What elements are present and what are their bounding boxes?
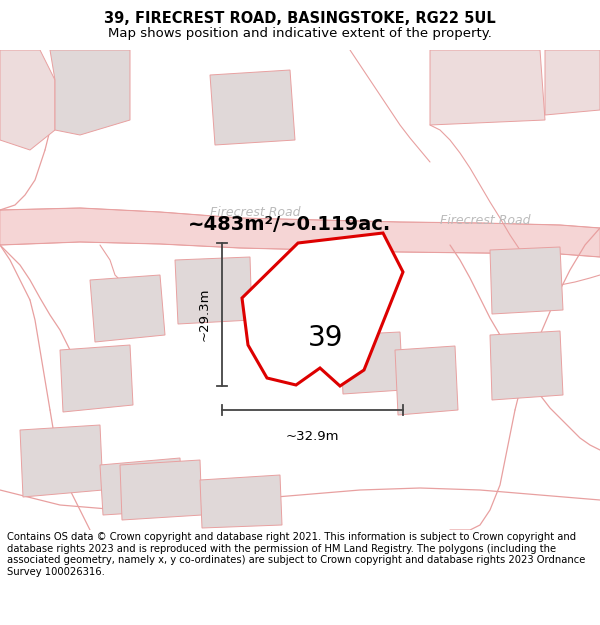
Text: Contains OS data © Crown copyright and database right 2021. This information is : Contains OS data © Crown copyright and d… (7, 532, 586, 577)
Text: Map shows position and indicative extent of the property.: Map shows position and indicative extent… (108, 27, 492, 40)
Polygon shape (60, 345, 133, 412)
Polygon shape (490, 331, 563, 400)
Polygon shape (50, 50, 130, 135)
Polygon shape (0, 50, 55, 150)
Text: ~483m²/~0.119ac.: ~483m²/~0.119ac. (188, 216, 391, 234)
Polygon shape (210, 70, 295, 145)
Text: ~29.3m: ~29.3m (197, 288, 211, 341)
Polygon shape (430, 50, 545, 125)
Polygon shape (490, 247, 563, 314)
Polygon shape (0, 208, 600, 257)
Polygon shape (280, 263, 352, 333)
Text: 39: 39 (308, 324, 344, 352)
Text: Firecrest Road: Firecrest Road (440, 214, 530, 226)
Polygon shape (120, 460, 202, 520)
Polygon shape (395, 346, 458, 415)
Polygon shape (200, 475, 282, 528)
Polygon shape (545, 50, 600, 115)
Polygon shape (242, 233, 403, 386)
Text: ~32.9m: ~32.9m (286, 430, 339, 443)
Text: Firecrest Road: Firecrest Road (210, 206, 301, 219)
Polygon shape (100, 458, 183, 515)
Polygon shape (175, 257, 252, 324)
Polygon shape (20, 425, 103, 497)
Polygon shape (340, 332, 403, 394)
Text: 39, FIRECREST ROAD, BASINGSTOKE, RG22 5UL: 39, FIRECREST ROAD, BASINGSTOKE, RG22 5U… (104, 11, 496, 26)
Polygon shape (90, 275, 165, 342)
